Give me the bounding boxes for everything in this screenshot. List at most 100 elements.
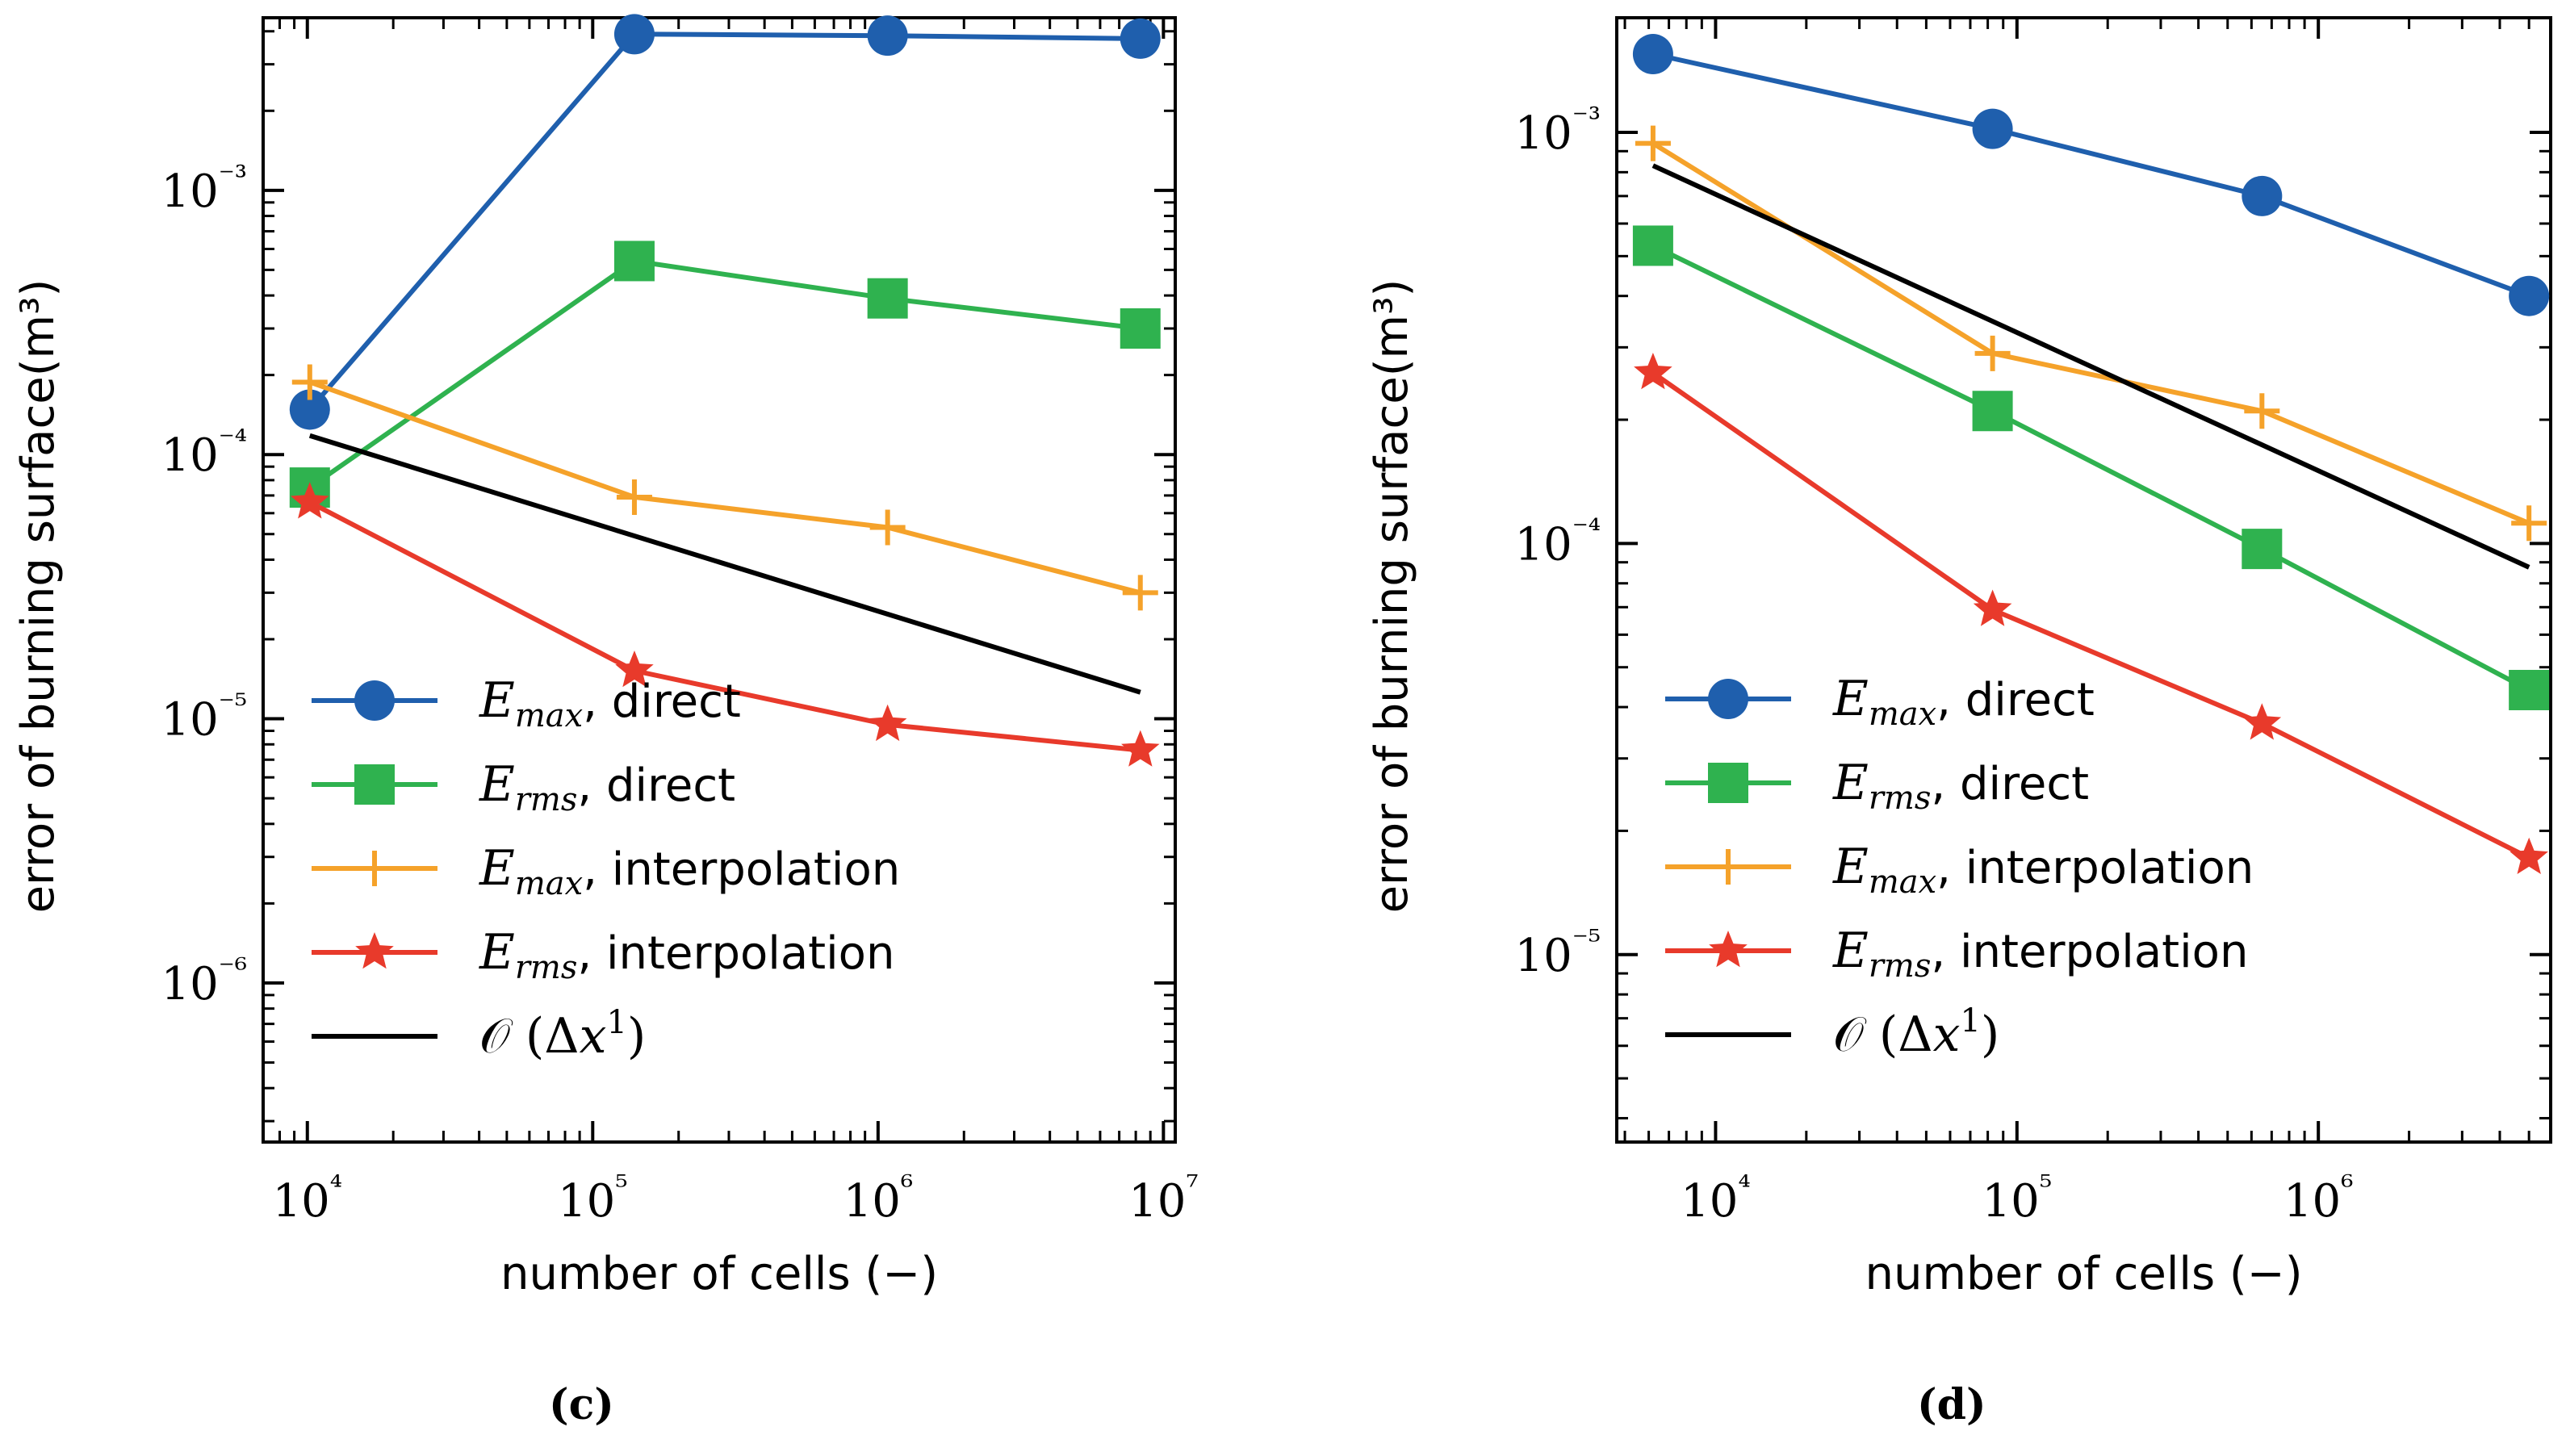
y-tick-label: 10⁻⁵	[161, 688, 247, 747]
y-tick-label: 10⁻⁴	[161, 423, 247, 482]
legend-marker	[354, 764, 395, 805]
series-line	[308, 433, 1141, 695]
legend-item: Erms, interpolation	[312, 924, 894, 986]
legend-marker	[1708, 763, 1748, 803]
series-line	[308, 379, 1141, 596]
legend-item: Emax, direct	[312, 672, 741, 734]
legend-label: Erms, interpolation	[479, 924, 894, 986]
data-point	[2242, 529, 2283, 570]
legend-marker	[1710, 849, 1746, 885]
legend-item: Emax, direct	[1665, 671, 2095, 733]
data-point	[869, 509, 906, 546]
data-point	[1634, 353, 1672, 390]
y-axis-title: error of burning surface(m³)	[12, 279, 65, 914]
data-point	[1972, 108, 2013, 149]
legend-marker	[1708, 679, 1748, 719]
chart-panel-c: 10⁴ 10⁵ 10⁶ 10⁷ 10⁻⁶ 10⁻⁵ 10⁻⁴ 10⁻³ number of ce…	[12, 14, 1199, 1300]
data-point	[2509, 837, 2548, 874]
data-point	[289, 389, 330, 430]
y-axis-title: error of burning surface(m³)	[1366, 279, 1418, 914]
series-0	[1632, 34, 2550, 316]
data-point	[1635, 125, 1671, 161]
data-point	[1120, 18, 1161, 59]
legend-marker	[354, 680, 395, 721]
data-point	[1122, 575, 1158, 611]
data-point	[1120, 308, 1161, 349]
data-point	[1121, 730, 1160, 767]
legend-item: 𝒪 (Δx1)	[1665, 1002, 1999, 1063]
legend: Emax, direct Erms, direct Emax, interpolat…	[1665, 671, 2254, 1063]
legend-label: Emax, interpolation	[479, 840, 900, 902]
x-tick-label: 10⁷	[1128, 1169, 1199, 1228]
legend-item: Erms, direct	[312, 756, 735, 818]
data-point	[867, 15, 908, 56]
x-tick-label: 10⁵	[558, 1169, 628, 1228]
legend-label: Erms, direct	[479, 756, 735, 818]
data-point	[616, 479, 652, 515]
legend-item: 𝒪 (Δx1)	[312, 1004, 646, 1065]
data-point	[1974, 335, 2011, 371]
data-point	[615, 651, 654, 688]
legend-label: 𝒪 (Δx1)	[479, 1004, 646, 1065]
minor-ticks	[1617, 18, 2551, 1142]
data-point	[2509, 669, 2550, 710]
x-axis-title: number of cells (−)	[500, 1248, 938, 1300]
x-tick-label: 10⁶	[843, 1169, 914, 1228]
data-point	[291, 482, 329, 519]
series-3	[291, 482, 1160, 767]
series-1	[289, 241, 1161, 508]
legend-label: Erms, interpolation	[1832, 923, 2248, 985]
data-point	[2511, 505, 2547, 542]
series-line	[1652, 52, 2530, 299]
data-point	[2509, 275, 2550, 316]
x-axis-title: number of cells (−)	[1865, 1248, 2302, 1300]
panel-caption-d: (d)	[1917, 1380, 1986, 1429]
legend-label: Emax, direct	[1832, 671, 2095, 733]
x-tick-label: 10⁵	[1982, 1169, 2053, 1228]
chart-panel-d: 10⁴ 10⁵ 10⁶ 10⁻⁵ 10⁻⁴ 10⁻³ number of cells (−)…	[1366, 16, 2552, 1300]
series-4	[1651, 163, 2530, 570]
data-point	[613, 14, 655, 55]
legend-marker	[357, 851, 392, 886]
legend-label: Emax, interpolation	[1832, 839, 2254, 901]
data-point	[1632, 34, 1673, 75]
panel-caption-c: (c)	[549, 1380, 614, 1429]
y-tick-label: 10⁻³	[161, 159, 247, 218]
series-line	[308, 258, 1141, 490]
data-point	[291, 364, 328, 400]
series-line	[1651, 243, 2530, 692]
series-line	[1651, 163, 2530, 570]
series-2	[1635, 125, 2547, 542]
legend: Emax, direct Erms, direct Emax, interpolat…	[312, 672, 900, 1065]
data-point	[1973, 589, 2012, 626]
legend-label: Erms, direct	[1832, 755, 2089, 817]
legend-marker	[1709, 931, 1748, 968]
series-0	[289, 14, 1161, 430]
data-point	[1972, 391, 2013, 432]
legend-marker	[355, 932, 394, 969]
y-tick-label: 10⁻⁶	[161, 952, 247, 1010]
x-tick-label: 10⁴	[273, 1169, 343, 1228]
legend-item: Erms, interpolation	[1665, 923, 2248, 985]
minor-ticks	[263, 18, 1175, 1142]
series-line	[308, 500, 1141, 753]
data-point	[868, 704, 907, 742]
legend-item: Erms, direct	[1665, 755, 2089, 817]
series-2	[291, 364, 1158, 611]
y-tick-label: 10⁻⁵	[1514, 923, 1601, 982]
data-point	[613, 241, 655, 282]
data-point	[867, 278, 908, 319]
legend-item: Emax, interpolation	[312, 840, 900, 902]
legend-label: 𝒪 (Δx1)	[1833, 1002, 1999, 1063]
series-line	[1651, 370, 2530, 860]
data-point	[2244, 393, 2280, 429]
series-line	[308, 31, 1141, 412]
plot-frame	[262, 16, 1177, 1144]
y-tick-label: 10⁻⁴	[1514, 512, 1601, 571]
data-point	[2242, 175, 2283, 216]
legend-item: Emax, interpolation	[1665, 839, 2254, 901]
data-point	[1632, 225, 1673, 266]
series-4	[308, 433, 1141, 695]
data-point	[2242, 703, 2282, 740]
legend-label: Emax, direct	[479, 672, 741, 734]
